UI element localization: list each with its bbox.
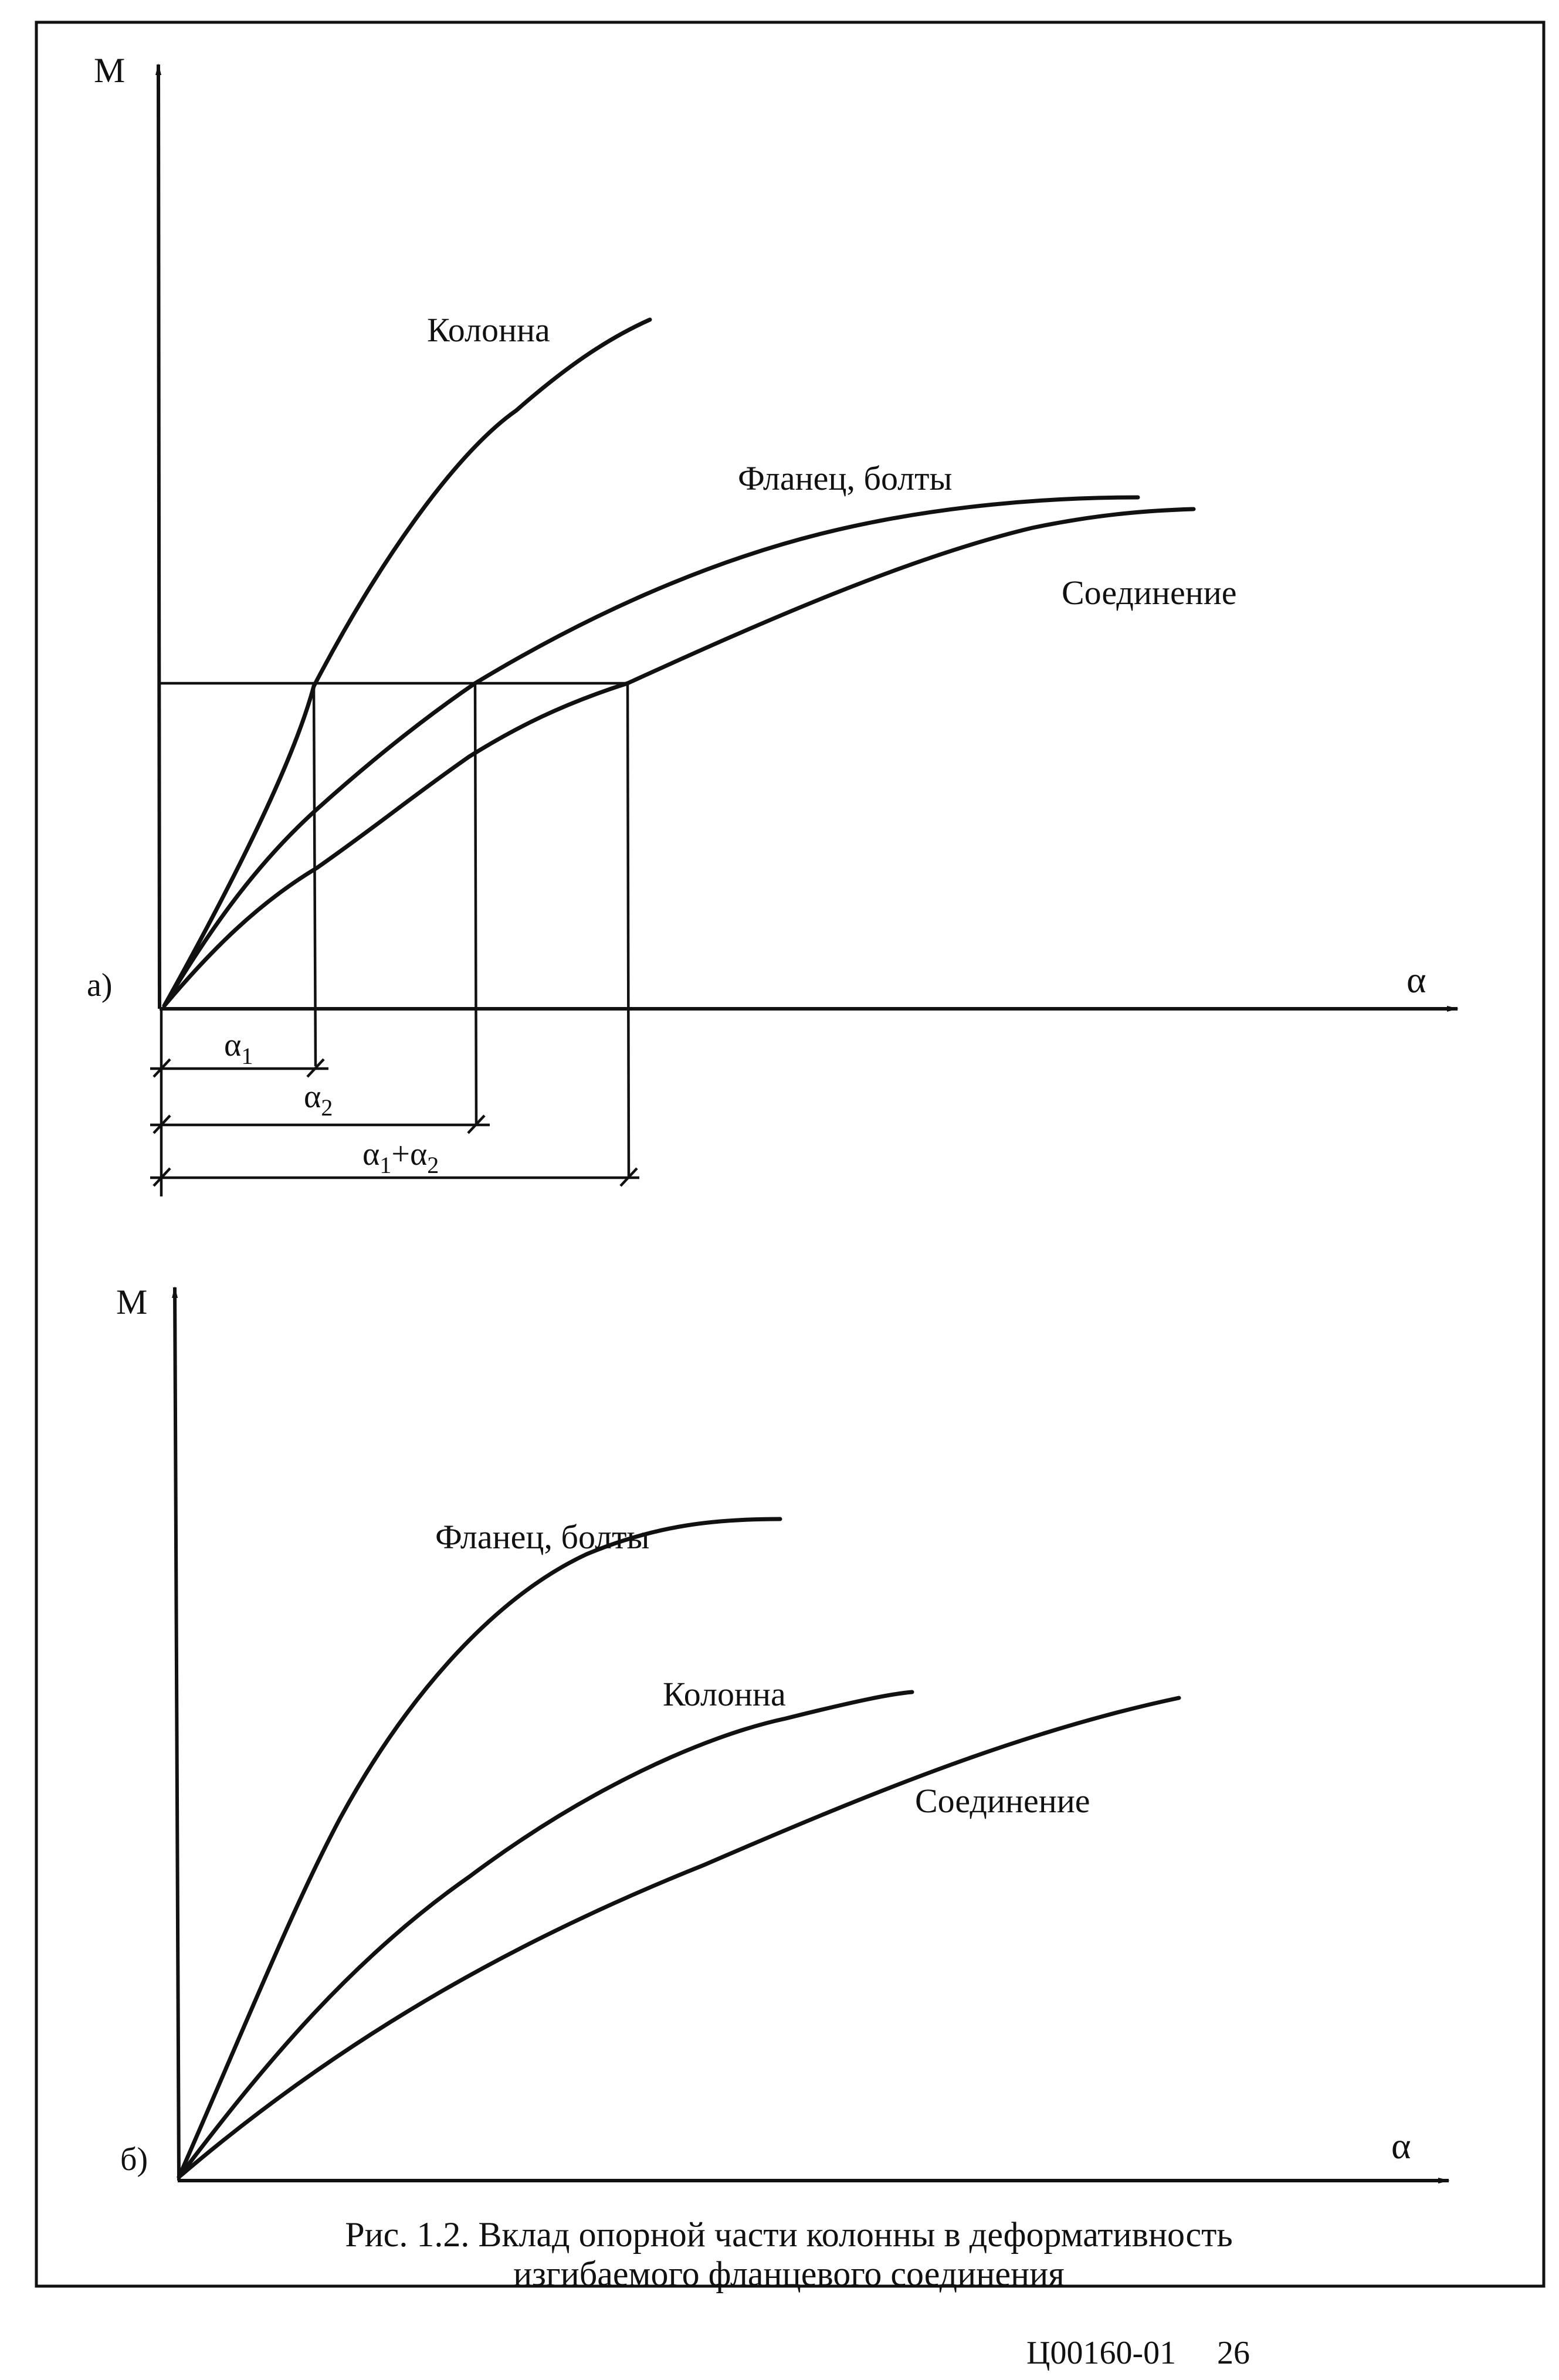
panel-b-label-flange-bolts: Фланец, болты: [435, 1518, 649, 1556]
panel-b-label-connection: Соединение: [915, 1782, 1090, 1820]
panel-a-label-column: Колонна: [427, 311, 550, 349]
panel-a-projection-alpha1: [312, 683, 317, 1067]
panel-b-y-axis: [172, 1286, 181, 2181]
figure-caption-line2: изгибаемого фланцевого соединения: [513, 2254, 1065, 2293]
panel-a-y-axis-label: M: [94, 51, 125, 90]
panel-a: M α а) Колонна Фланец, болты Соединение: [87, 51, 1459, 1196]
panel-b-curve-connection: [177, 1696, 1181, 2179]
panel-a-curve-flange-bolts: [162, 495, 1140, 1008]
panel-a-projection-alpha2: [473, 683, 478, 1125]
footer-code: Ц00160-01: [1026, 2335, 1176, 2371]
panel-a-curve-connection: [162, 507, 1196, 1008]
figure-caption-line1: Рис. 1.2. Вклад опорной части колонны в …: [345, 2215, 1233, 2254]
page-frame: [35, 21, 1546, 2288]
panel-a-y-axis: [155, 63, 162, 1009]
panel-a-dimension-ticks: [152, 1058, 638, 1187]
panel-a-label: а): [87, 967, 113, 1003]
panel-a-alpha1-label: α1: [224, 1027, 253, 1069]
panel-a-sum-label: α1+α2: [362, 1136, 439, 1178]
panel-b-y-axis-label: M: [116, 1283, 147, 1321]
panel-b-curve-flange-bolts: [177, 1517, 782, 2179]
panel-b-label-column: Колонна: [663, 1675, 786, 1713]
footer-page-number: 26: [1217, 2335, 1250, 2371]
panel-b-label: б): [120, 2141, 148, 2178]
panel-a-projection-sum: [626, 683, 631, 1179]
panel-a-alpha2-label: α2: [304, 1079, 333, 1121]
panel-a-label-flange-bolts: Фланец, болты: [738, 459, 952, 497]
panel-a-x-axis-label: α: [1407, 959, 1426, 1001]
panel-a-label-connection: Соединение: [1062, 574, 1237, 612]
panel-a-curve-column: [162, 317, 652, 1008]
panel-b: M α б) Фланец, болты Колонна Соединение: [116, 1283, 1450, 2184]
panel-b-curve-column: [177, 1690, 914, 2179]
panel-b-x-axis-label: α: [1391, 2125, 1411, 2167]
